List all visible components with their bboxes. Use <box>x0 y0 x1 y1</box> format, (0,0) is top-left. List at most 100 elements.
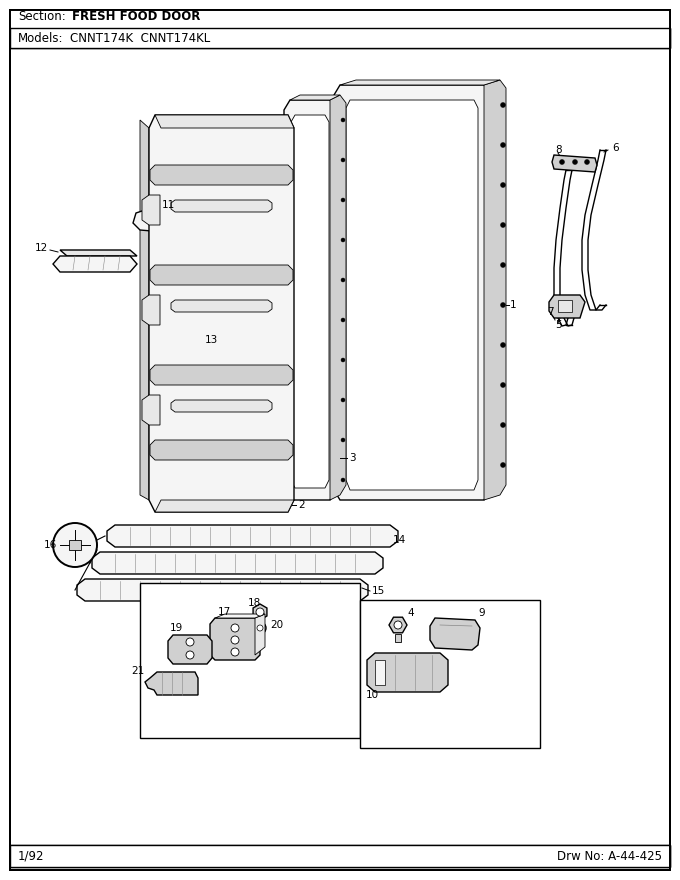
Text: 19: 19 <box>170 623 183 633</box>
Text: 1/92: 1/92 <box>18 849 44 862</box>
Text: 17: 17 <box>218 607 231 617</box>
Circle shape <box>231 636 239 644</box>
Polygon shape <box>284 100 336 500</box>
Text: 1: 1 <box>510 300 517 310</box>
Polygon shape <box>215 614 265 618</box>
Text: 8: 8 <box>555 145 562 155</box>
Polygon shape <box>150 440 293 460</box>
Bar <box>140 583 360 738</box>
Polygon shape <box>142 295 160 325</box>
Bar <box>10 845 670 867</box>
Polygon shape <box>133 208 188 233</box>
Text: 11: 11 <box>162 200 175 210</box>
Bar <box>10 845 670 867</box>
Polygon shape <box>150 365 293 385</box>
Circle shape <box>341 198 345 202</box>
Polygon shape <box>155 500 294 512</box>
Polygon shape <box>171 300 272 312</box>
Text: 6: 6 <box>612 143 619 153</box>
Text: 20: 20 <box>270 620 283 630</box>
Polygon shape <box>140 120 149 500</box>
Circle shape <box>254 622 266 634</box>
Circle shape <box>500 422 505 428</box>
Bar <box>10 28 670 48</box>
Bar <box>10 28 670 48</box>
Text: 13: 13 <box>205 335 218 345</box>
Circle shape <box>341 438 345 442</box>
Polygon shape <box>155 115 294 128</box>
Circle shape <box>500 143 505 148</box>
Text: 4: 4 <box>407 608 413 618</box>
Polygon shape <box>145 672 198 695</box>
Text: Models:: Models: <box>18 32 63 45</box>
Text: 18: 18 <box>248 598 261 608</box>
Bar <box>558 300 572 312</box>
Text: 15: 15 <box>372 586 386 596</box>
Polygon shape <box>552 155 597 172</box>
Text: Models:: Models: <box>18 32 63 45</box>
Circle shape <box>341 478 345 482</box>
Polygon shape <box>549 295 585 318</box>
Text: 21: 21 <box>132 666 145 676</box>
Circle shape <box>256 608 264 616</box>
Polygon shape <box>142 395 160 425</box>
Circle shape <box>341 398 345 402</box>
Circle shape <box>500 182 505 187</box>
Polygon shape <box>430 618 480 650</box>
Text: 7: 7 <box>547 307 554 317</box>
Circle shape <box>53 523 97 567</box>
Polygon shape <box>291 115 329 488</box>
Circle shape <box>500 342 505 348</box>
Polygon shape <box>168 635 212 664</box>
Text: Drw No: A-44-425: Drw No: A-44-425 <box>557 849 662 862</box>
Polygon shape <box>150 265 293 285</box>
Polygon shape <box>255 614 265 655</box>
Polygon shape <box>53 256 137 272</box>
Circle shape <box>231 648 239 656</box>
Polygon shape <box>290 95 340 100</box>
Text: 2: 2 <box>298 500 305 510</box>
Polygon shape <box>340 80 500 85</box>
Polygon shape <box>334 85 490 500</box>
Circle shape <box>394 621 402 629</box>
Text: CNNT174K  CNNT174KL: CNNT174K CNNT174KL <box>70 32 210 45</box>
Text: Drw No: A-44-425: Drw No: A-44-425 <box>557 849 662 862</box>
Polygon shape <box>107 525 398 547</box>
Polygon shape <box>60 250 137 256</box>
Text: FRESH FOOD DOOR: FRESH FOOD DOOR <box>72 11 201 24</box>
Text: 12: 12 <box>35 243 48 253</box>
Polygon shape <box>253 604 267 620</box>
Circle shape <box>500 383 505 387</box>
Text: Section:: Section: <box>18 11 66 24</box>
Polygon shape <box>346 100 478 490</box>
Text: 10: 10 <box>366 690 379 700</box>
Bar <box>395 634 401 642</box>
Circle shape <box>341 278 345 282</box>
Circle shape <box>186 651 194 659</box>
Circle shape <box>560 159 564 165</box>
Text: FRESH FOOD DOOR: FRESH FOOD DOOR <box>72 11 201 24</box>
Circle shape <box>500 102 505 107</box>
Polygon shape <box>375 660 385 685</box>
Text: 1/92: 1/92 <box>18 849 44 862</box>
Circle shape <box>585 159 590 165</box>
Circle shape <box>500 463 505 467</box>
Circle shape <box>341 358 345 362</box>
Polygon shape <box>367 653 448 692</box>
Circle shape <box>257 625 263 631</box>
Polygon shape <box>389 617 407 633</box>
Polygon shape <box>171 400 272 412</box>
Text: 9: 9 <box>478 608 485 618</box>
Bar <box>69 540 81 550</box>
Circle shape <box>186 638 194 646</box>
Text: 3: 3 <box>349 453 356 463</box>
Polygon shape <box>149 115 294 512</box>
Bar <box>10 28 670 48</box>
Text: 14: 14 <box>393 535 406 545</box>
Polygon shape <box>210 618 260 660</box>
Circle shape <box>341 158 345 162</box>
Circle shape <box>341 238 345 242</box>
Bar <box>360 600 540 748</box>
Polygon shape <box>171 200 272 212</box>
Text: CNNT174K  CNNT174KL: CNNT174K CNNT174KL <box>70 32 210 45</box>
